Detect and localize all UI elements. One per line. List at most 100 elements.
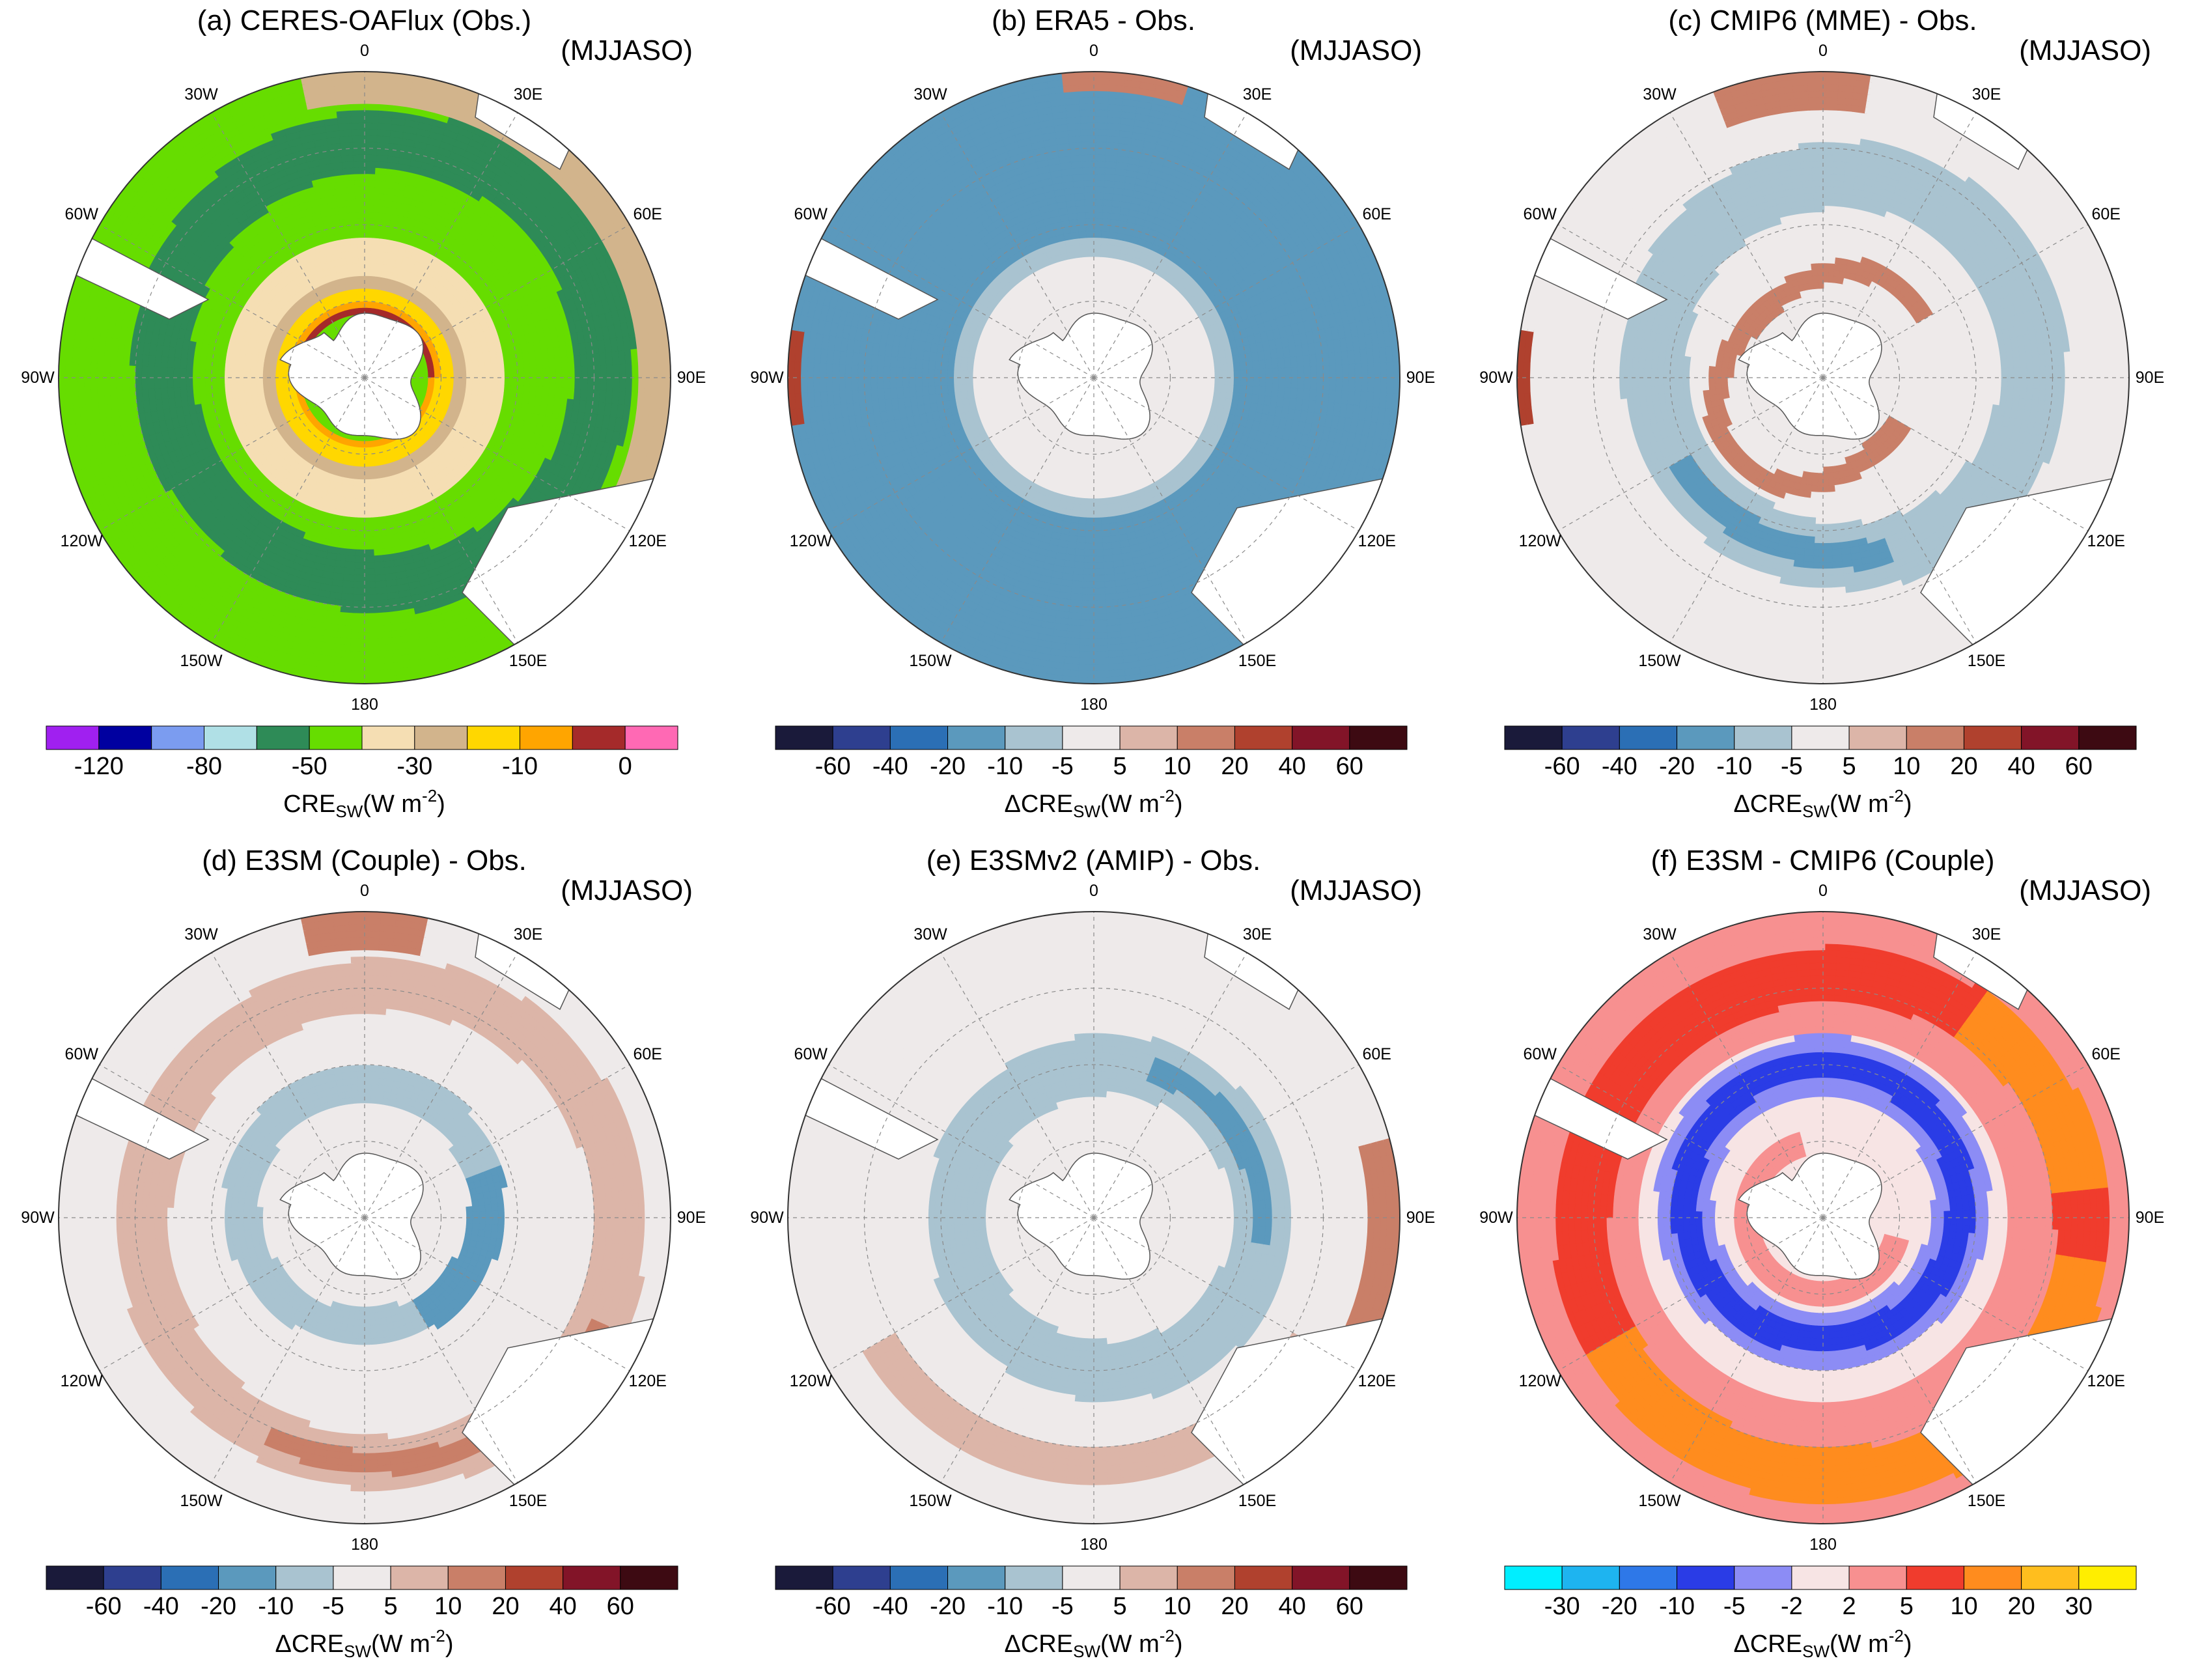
contour-cell [650,362,658,380]
colorbar-tick: -50 [292,752,327,781]
contour-cell [351,128,367,136]
contour-cell [362,625,378,634]
contour-cell [362,657,380,665]
contour-cell [350,103,367,111]
contour-cell [362,651,380,659]
contour-cell [363,606,378,614]
longitude-label: 90E [677,369,706,387]
contour-cell [350,109,367,117]
contour-cell [346,670,365,678]
longitude-label: 150W [180,652,222,670]
contour-cell [141,376,148,390]
contour-cell [347,657,365,665]
contour-cell [128,376,136,391]
contour-cell [147,376,155,389]
contour-cell [606,364,614,380]
contour-cell [122,375,130,391]
contour-cell [364,84,383,92]
colorbar-title: CRESW(W m-2) [0,780,729,827]
longitude-label: 150E [509,652,547,670]
contour-cell [363,600,377,608]
contour-cell [135,376,143,390]
contour-cell [362,638,379,646]
contour-cell [362,619,378,627]
colorbar-box [98,725,152,750]
colorbar-box [467,725,521,750]
contour-cell [619,363,626,380]
contour-cell [363,587,376,595]
contour-field [59,72,671,684]
contour-cell [160,376,168,389]
map-panel: (b) ERA5 - Obs. (MJJASO) 0 30E 60E 90E 120E 150… [729,0,1458,840]
longitude-label: 0 [360,42,369,60]
contour-cell [612,364,620,380]
contour-cell [109,375,117,391]
colorbar-box [204,725,257,750]
contour-cell [83,375,91,393]
longitude-label: 120W [61,532,103,550]
contour-cell [362,664,380,671]
contour-cell [362,677,382,684]
colorbar-tick: -10 [502,752,538,781]
contour-cell [593,365,601,380]
contour-cell [362,645,380,652]
contour-cell [59,375,66,395]
contour-cell [352,135,367,143]
contour-cell [349,84,367,92]
longitude-label: 120E [629,532,667,550]
contour-cell [354,173,367,181]
contour-cell [600,365,607,380]
contour-cell [349,90,367,98]
polar-map-svg [46,71,678,750]
contour-cell [352,154,367,161]
colorbar-tick: -120 [74,752,124,781]
colorbar-tick: -80 [186,752,222,781]
contour-cell [348,72,367,79]
longitude-label: 90W [21,369,54,387]
colorbar-box [46,725,100,750]
contour-cell [568,366,576,380]
contour-cell [364,90,382,98]
contour-cell [650,377,658,396]
contour-cell [77,360,85,378]
map-panel: (a) CERES-OAFlux (Obs.) (MJJASO) 0 30E 60E 90… [0,0,729,840]
contour-cell [353,167,367,175]
colorbar-box [361,725,415,750]
colorbar-box [151,725,205,750]
contour-cell [352,148,367,156]
contour-cell [350,116,367,124]
contour-cell [351,122,367,130]
contour-cell [362,613,378,621]
contour-field [788,72,1400,684]
colorbar-box [256,725,310,750]
contour-cell [625,363,633,380]
contour-cell [350,96,367,104]
colorbar-box [414,725,468,750]
contour-cell [71,375,79,393]
longitude-label: 30W [184,85,217,104]
contour-cell [362,632,379,639]
contour-cell [348,77,367,85]
contour-cell [363,574,376,582]
season-label: (MJJASO) [561,33,693,69]
contour-cell [364,77,383,85]
longitude-label: 60E [633,205,662,223]
contour-cell [581,365,589,380]
contour-cell [64,359,72,378]
contour-cell [644,362,652,380]
contour-cell [363,594,377,602]
polar-map-svg [775,71,1408,750]
longitude-label: 180 [351,695,378,714]
colorbar-box [309,725,363,750]
contour-cell [96,375,104,392]
colorbar-box [572,725,626,750]
contour-cell [90,375,98,393]
contour-cell [644,377,652,395]
contour-cell [362,670,381,678]
contour-cell [363,581,376,589]
colorbar-tick: -30 [397,752,432,781]
contour-cell [638,363,646,380]
colorbar-tick: 0 [619,752,632,781]
colorbar-box [520,725,573,750]
contour-cell [632,363,639,380]
